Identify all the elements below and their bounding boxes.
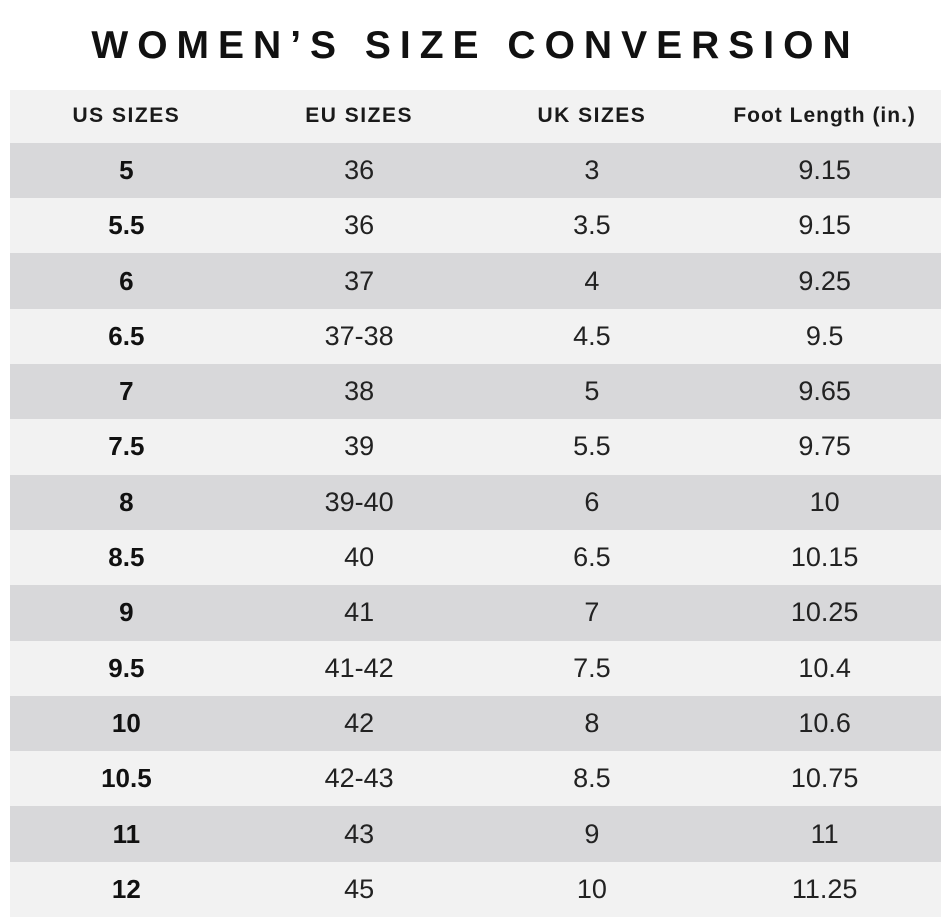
- table-cell: 7.5: [573, 652, 611, 683]
- table-cell: 4.5: [573, 320, 611, 351]
- table-row: 5.5 36 3.5 9.15: [10, 198, 941, 254]
- table-cell: 11.25: [791, 873, 858, 904]
- table-cell: 5: [119, 154, 134, 185]
- table-cell: 7: [584, 597, 600, 628]
- table-cell: 6.5: [108, 320, 145, 351]
- table-cell: 39: [344, 431, 375, 462]
- table-cell: 8: [119, 486, 134, 517]
- table-row: 8 39-40 6 10: [10, 474, 941, 530]
- table-cell: 41: [344, 597, 375, 628]
- table-cell: 8: [584, 707, 600, 738]
- column-header-us: US SIZES: [72, 104, 181, 128]
- table-cell: 10.5: [101, 763, 152, 794]
- table-cell: 8.5: [573, 763, 611, 794]
- size-conversion-table: US SIZES EU SIZES UK SIZES Foot Length (…: [10, 89, 941, 917]
- table-cell: 39-40: [324, 486, 394, 517]
- table-cell: 43: [344, 818, 375, 849]
- table-cell: 11: [810, 818, 839, 849]
- table-cell: 38: [344, 376, 375, 407]
- table-row: 10 42 8 10.6: [10, 695, 941, 752]
- table-cell: 5.5: [573, 431, 611, 462]
- table-cell: 3.5: [573, 210, 611, 241]
- table-cell: 9.5: [805, 320, 844, 351]
- table-row: 8.5 40 6.5 10.15: [10, 529, 941, 586]
- table-cell: 42: [344, 707, 375, 738]
- table-cell: 9.15: [798, 210, 851, 241]
- table-cell: 11: [112, 818, 141, 849]
- table-cell: 36: [344, 154, 375, 185]
- table-cell: 4: [584, 265, 600, 296]
- column-header-uk: UK SIZES: [537, 104, 647, 128]
- table-cell: 7: [119, 376, 134, 407]
- column-header-foot-length: Foot Length (in.): [733, 104, 916, 128]
- table-cell: 10.25: [790, 597, 859, 628]
- table-cell: 37: [344, 265, 375, 296]
- table-cell: 5: [584, 376, 600, 407]
- page-title: WOMEN’S SIZE CONVERSION: [91, 23, 860, 67]
- table-cell: 6: [584, 486, 600, 517]
- table-cell: 7.5: [108, 431, 145, 462]
- table-row: 5 36 3 9.15: [10, 142, 941, 199]
- table-row: 6 37 4 9.25: [10, 253, 941, 309]
- table-cell: 10: [809, 486, 840, 517]
- table-cell: 10: [576, 873, 607, 904]
- table-row: 7 38 5 9.65: [10, 364, 941, 420]
- table-cell: 6: [119, 265, 134, 296]
- table-cell: 9: [584, 818, 600, 849]
- table-cell: 37-38: [324, 320, 394, 351]
- table-cell: 6.5: [573, 542, 611, 573]
- table-cell: 10.75: [790, 763, 859, 794]
- table-row: 9.5 41-42 7.5 10.4: [10, 640, 941, 696]
- table-row: 12 45 10 11.25: [10, 861, 941, 917]
- table-row: 6.5 37-38 4.5 9.5: [10, 308, 941, 365]
- table-cell: 42-43: [324, 763, 394, 794]
- table-cell: 9.65: [798, 376, 851, 407]
- table-cell: 8.5: [108, 542, 145, 573]
- table-row: 9 41 7 10.25: [10, 585, 941, 641]
- table-cell: 10.4: [798, 652, 851, 683]
- table-cell: 9.75: [798, 431, 851, 462]
- table-cell: 45: [344, 873, 375, 904]
- table-row: 10.5 42-43 8.5 10.75: [10, 751, 941, 807]
- table-cell: 12: [111, 873, 141, 904]
- table-cell: 9.15: [798, 154, 851, 185]
- table-cell: 10: [111, 707, 141, 738]
- table-cell: 3: [584, 154, 600, 185]
- column-header-eu: EU SIZES: [305, 104, 413, 128]
- table-cell: 9.5: [108, 652, 145, 683]
- table-row: 7.5 39 5.5 9.75: [10, 419, 941, 475]
- table-cell: 9: [119, 597, 134, 628]
- table-row: 11 43 9 11: [10, 806, 941, 862]
- table-body: 5 36 3 9.15 5.5 36 3.5 9.15 6 37 4 9.25 6.5 37-38 4.5 9…: [10, 142, 941, 917]
- table-cell: 40: [344, 542, 375, 573]
- table-cell: 10.15: [790, 542, 859, 573]
- title-bar: WOMEN’S SIZE CONVERSION: [0, 0, 951, 90]
- table-cell: 36: [344, 210, 375, 241]
- table-cell: 5.5: [108, 210, 145, 241]
- table-cell: 41-42: [324, 652, 394, 683]
- table-header-row: US SIZES EU SIZES UK SIZES Foot Length (…: [10, 89, 941, 143]
- table-cell: 9.25: [798, 265, 851, 296]
- table-cell: 10.6: [798, 707, 851, 738]
